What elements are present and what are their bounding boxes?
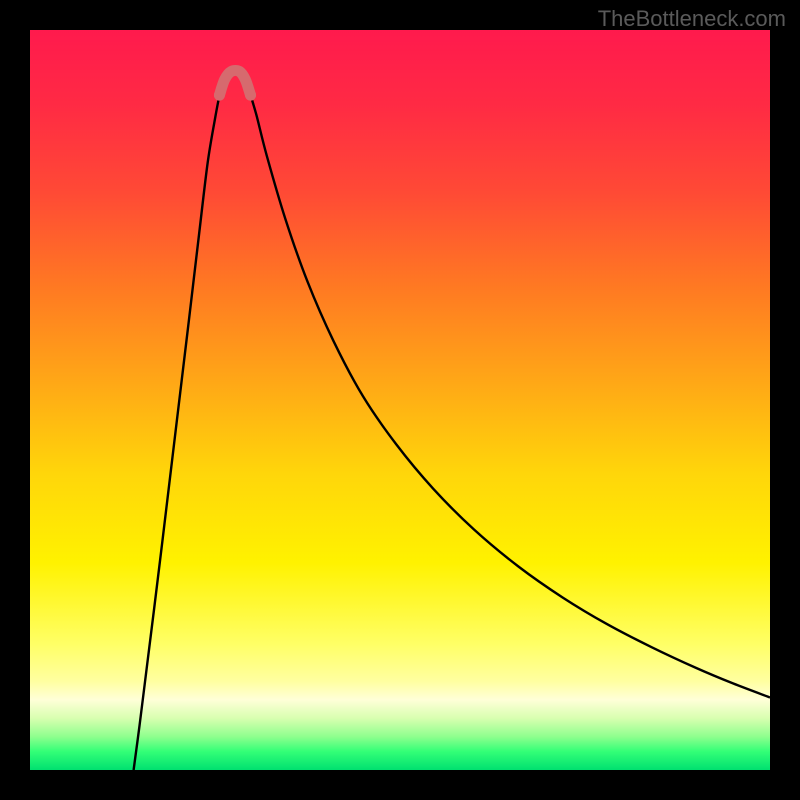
gradient-background [30, 30, 770, 770]
bottleneck-curve-chart [30, 30, 770, 770]
valley-marker-dot [214, 90, 225, 101]
chart-frame: TheBottleneck.com [0, 0, 800, 800]
plot-area [30, 30, 770, 770]
watermark-text: TheBottleneck.com [598, 6, 786, 32]
valley-marker-dot [245, 90, 256, 101]
